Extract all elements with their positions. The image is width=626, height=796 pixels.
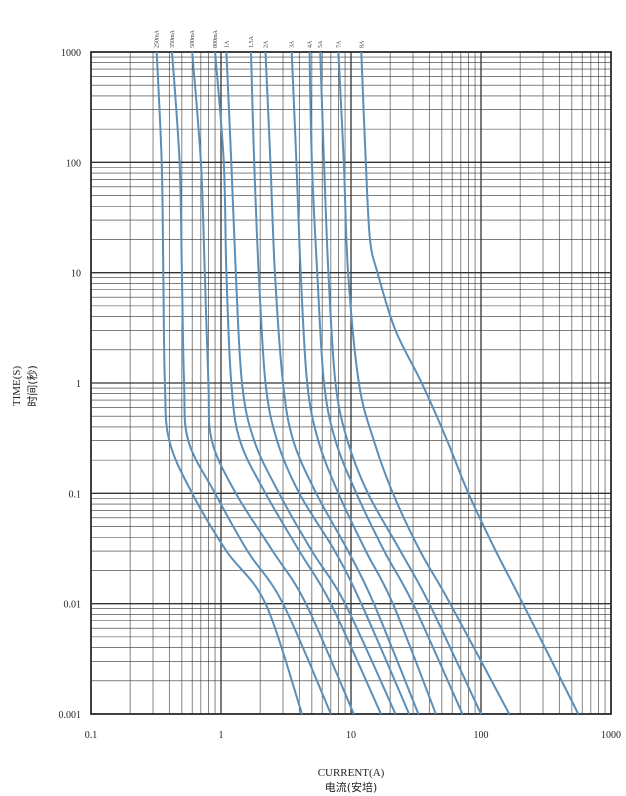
series-curve-8A (360, 51, 580, 715)
series-label-1A: 1A (224, 40, 230, 48)
series-curve-3A (290, 51, 437, 715)
series-labels: 250mA 350mA 500mA 800mA 1A 1.5A 2A 3A 4A 5A 7A 8A (155, 29, 366, 48)
series-curve-7A (337, 51, 511, 715)
x-axis-title-zh: 电流(安培) (325, 780, 378, 794)
y-axis-title: TIME(S) (11, 366, 23, 407)
series-curve-350mA (171, 51, 332, 715)
y-tick-label: 10 (71, 269, 81, 280)
series-curve-250mA (155, 51, 303, 715)
grid-lines (91, 52, 611, 714)
series-label-1.5A: 1.5A (249, 36, 255, 49)
series-curve-800mA (214, 51, 382, 715)
fuse-curves (155, 51, 580, 715)
series-label-4A: 4A (308, 40, 314, 48)
y-axis-title-zh: 时间(秒) (25, 365, 39, 407)
series-curve-1A (225, 51, 397, 715)
x-tick-label: 0.1 (85, 730, 98, 741)
series-label-8A: 8A (359, 40, 365, 48)
series-curve-4A (308, 51, 464, 715)
series-label-350mA: 350mA (170, 29, 176, 48)
x-tick-label: 1000 (601, 730, 621, 741)
y-tick-label: 1 (76, 379, 81, 390)
series-label-800mA: 800mA (213, 29, 219, 48)
x-tick-label: 10 (346, 730, 356, 741)
y-tick-label: 100 (66, 158, 81, 169)
series-label-250mA: 250mA (155, 29, 161, 48)
x-tick-labels: 0.1 1 10 100 1000 (85, 730, 621, 741)
series-curve-1.5A (250, 51, 411, 715)
x-tick-label: 100 (474, 730, 489, 741)
y-tick-labels: 1000 100 10 1 0.1 0.01 0.001 (59, 48, 82, 721)
series-label-500mA: 500mA (190, 29, 196, 48)
series-label-3A: 3A (290, 40, 296, 48)
y-tick-label: 0.1 (69, 489, 82, 500)
series-label-2A: 2A (264, 40, 270, 48)
y-tick-label: 0.001 (59, 710, 82, 721)
series-label-5A: 5A (318, 40, 324, 48)
y-tick-label: 0.01 (64, 600, 82, 611)
series-label-7A: 7A (336, 40, 342, 48)
series-curve-2A (264, 51, 420, 715)
x-tick-label: 1 (219, 730, 224, 741)
x-axis-title: CURRENT(A) (318, 767, 385, 779)
y-tick-label: 1000 (61, 48, 81, 59)
series-curve-500mA (191, 51, 355, 715)
series-curve-5A (319, 51, 482, 715)
